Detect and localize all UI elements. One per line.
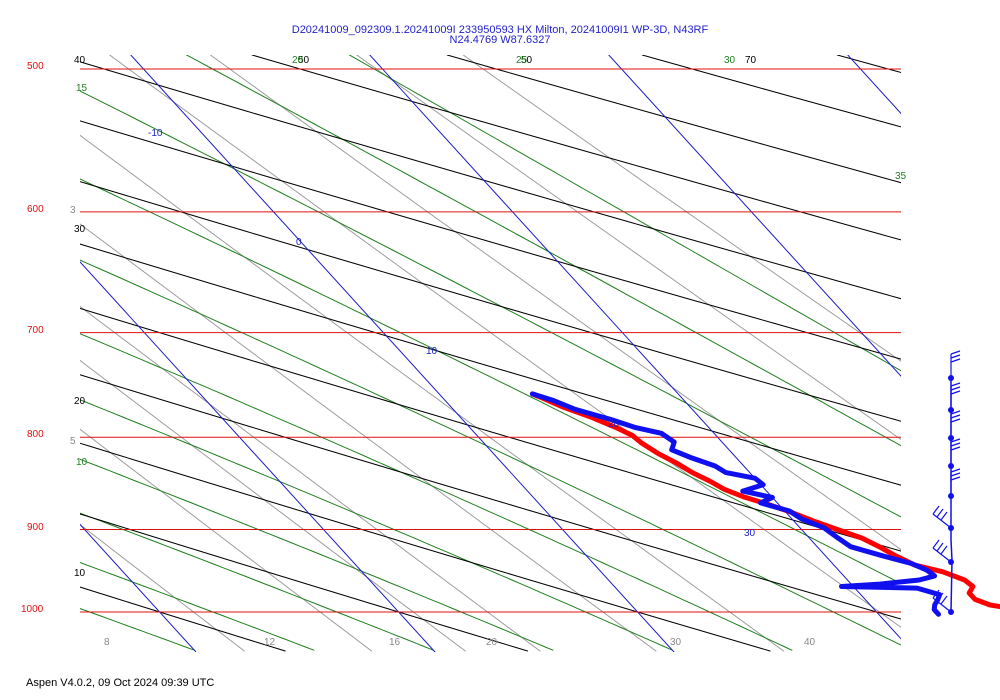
bottom-tick-label: 40 (804, 637, 816, 648)
dry-adiabat-line (80, 442, 771, 652)
pressure-tick-label: 500 (27, 61, 44, 72)
moist-adiabat-line (80, 333, 793, 651)
moist-adiabat-label: 30 (724, 55, 736, 66)
mixing-ratio-line (356, 55, 901, 441)
dry-adiabat-line (80, 374, 901, 620)
mixing-ratio-line (80, 428, 373, 652)
dry-adiabat-label: 70 (745, 55, 757, 66)
footer-version: Aspen V4.0.2, 09 Oct 2024 09:39 UTC (26, 677, 215, 689)
dry-adiabat-line (80, 61, 901, 300)
wind-barb (948, 350, 961, 381)
moist-adiabat-line (348, 55, 901, 372)
isotherm-label: 0 (296, 237, 302, 248)
wind-barb (932, 589, 954, 615)
mixing-ratio-label: 3 (70, 205, 76, 216)
moist-adiabat-line (80, 178, 901, 585)
moist-adiabat-label: 20 (292, 55, 304, 66)
chart-subtitle: N24.4769 W87.6327 (449, 34, 551, 46)
pressure-tick-label: 900 (27, 522, 44, 533)
dry-adiabat-line (80, 307, 901, 552)
wind-barb (948, 468, 961, 499)
moist-adiabat-line (80, 561, 315, 651)
chart-title: D20241009_092309.1.20241009I 233950593 H… (291, 24, 709, 36)
dry-adiabat-label: 10 (74, 568, 86, 579)
moist-adiabat-label: 35 (895, 171, 907, 182)
mixing-ratio-line (210, 55, 901, 551)
isotherm-label: 30 (744, 528, 756, 539)
moist-adiabat-line (80, 259, 901, 646)
dry-adiabat-line (80, 243, 901, 486)
isotherm-line (80, 523, 197, 652)
dry-adiabat-line (0, 55, 43, 651)
pressure-tick-label: 600 (27, 204, 44, 215)
dry-adiabat-line (80, 120, 901, 360)
isotherm-line (80, 261, 436, 652)
dry-adiabat-line (80, 513, 529, 652)
mixing-ratio-line (0, 55, 39, 651)
isotherm-label: -10 (148, 128, 163, 139)
isotherm-label: 20 (608, 419, 620, 430)
moist-adiabat-line (80, 458, 554, 651)
dry-adiabat-line (80, 181, 901, 422)
mixing-ratio-line (80, 359, 466, 652)
wind-barb (948, 410, 961, 441)
pressure-tick-label: 700 (27, 325, 44, 336)
dry-adiabat-line (641, 55, 901, 128)
dry-adiabat-line (836, 55, 901, 73)
bottom-tick-label: 16 (389, 637, 401, 648)
moist-adiabat-line (185, 55, 901, 447)
wind-barb (932, 505, 954, 531)
moist-adiabat-label: 15 (76, 83, 88, 94)
dry-adiabat-label: 40 (74, 55, 86, 66)
wind-barb (948, 438, 961, 469)
isotherm-line (369, 55, 901, 640)
isotherm-label: 10 (426, 346, 438, 357)
pressure-tick-label: 1000 (21, 604, 44, 615)
bottom-tick-label: 20 (486, 637, 498, 648)
dry-adiabat-label: 50 (521, 55, 533, 66)
bottom-tick-label: 30 (670, 637, 682, 648)
mixing-ratio-line (80, 134, 785, 652)
mixing-ratio-line (80, 223, 657, 652)
moist-adiabat-label: 10 (76, 457, 88, 468)
dry-adiabat-label: 20 (74, 396, 86, 407)
pressure-tick-label: 800 (27, 429, 44, 440)
mixing-ratio-line (80, 305, 541, 652)
dry-adiabat-label: 50 (298, 55, 310, 66)
bottom-tick-label: 12 (264, 637, 276, 648)
mixing-ratio-line (80, 523, 245, 652)
dry-adiabat-line (446, 55, 901, 184)
dry-adiabat-line (251, 55, 901, 241)
dry-adiabat-label: 30 (74, 224, 86, 235)
mixing-ratio-label: 5 (70, 436, 76, 447)
moist-adiabat-line (80, 399, 673, 651)
bottom-tick-label: 8 (104, 637, 110, 648)
isotherm-line (608, 55, 901, 377)
wind-barb (932, 539, 954, 565)
dewpoint-profile (529, 391, 943, 617)
wind-barb (948, 382, 961, 413)
moist-adiabat-line (80, 90, 901, 518)
moist-adiabat-label: 25 (516, 55, 528, 66)
isotherm-line (130, 55, 675, 652)
dry-adiabat-line (80, 586, 286, 652)
mixing-ratio-line (109, 55, 901, 628)
moist-adiabat-line (80, 512, 434, 651)
mixing-ratio-line (462, 55, 901, 362)
